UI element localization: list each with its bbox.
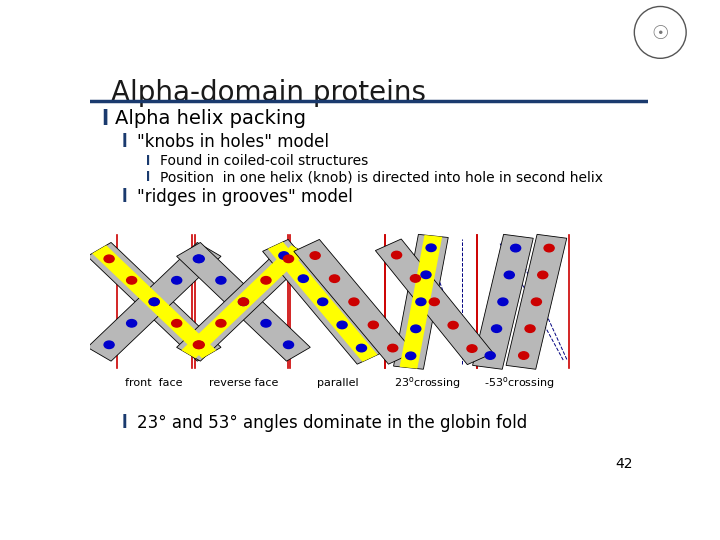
Circle shape xyxy=(538,271,548,279)
Polygon shape xyxy=(92,245,216,359)
Circle shape xyxy=(238,298,248,306)
Circle shape xyxy=(510,244,521,252)
Polygon shape xyxy=(263,239,383,364)
Circle shape xyxy=(369,321,378,329)
Circle shape xyxy=(411,325,420,333)
Text: reverse face: reverse face xyxy=(209,379,278,388)
Text: Position  in one helix (knob) is directed into hole in second helix: Position in one helix (knob) is directed… xyxy=(160,170,603,184)
Text: "knobs in holes" model: "knobs in holes" model xyxy=(138,133,330,151)
Text: l: l xyxy=(122,414,127,432)
Circle shape xyxy=(194,341,204,348)
Polygon shape xyxy=(506,234,567,369)
Circle shape xyxy=(426,244,436,252)
Text: l: l xyxy=(145,155,150,168)
Text: Alpha helix packing: Alpha helix packing xyxy=(115,110,306,129)
Circle shape xyxy=(531,298,541,306)
Circle shape xyxy=(216,276,226,284)
Circle shape xyxy=(127,276,137,284)
Text: l: l xyxy=(145,171,150,184)
Polygon shape xyxy=(294,239,414,364)
Circle shape xyxy=(337,321,347,329)
Text: 42: 42 xyxy=(615,457,632,471)
Circle shape xyxy=(525,325,535,333)
Circle shape xyxy=(392,251,402,259)
Circle shape xyxy=(318,298,328,306)
Circle shape xyxy=(104,341,114,348)
Text: "ridges in grooves" model: "ridges in grooves" model xyxy=(138,187,354,206)
Circle shape xyxy=(310,252,320,259)
Circle shape xyxy=(405,352,415,360)
Circle shape xyxy=(330,275,340,282)
Circle shape xyxy=(149,298,159,306)
Text: 23$^{\mathrm{o}}$crossing: 23$^{\mathrm{o}}$crossing xyxy=(395,375,461,391)
Polygon shape xyxy=(375,239,493,364)
Circle shape xyxy=(194,255,203,262)
Circle shape xyxy=(410,275,420,282)
Circle shape xyxy=(467,345,477,352)
Polygon shape xyxy=(87,242,221,361)
Text: l: l xyxy=(101,109,108,129)
Circle shape xyxy=(349,298,359,306)
Circle shape xyxy=(104,255,114,262)
Text: l: l xyxy=(122,133,127,151)
Text: 23° and 53° angles dominate in the globin fold: 23° and 53° angles dominate in the globi… xyxy=(138,414,528,432)
Circle shape xyxy=(216,320,226,327)
Circle shape xyxy=(387,345,397,352)
Text: l: l xyxy=(122,187,127,206)
Polygon shape xyxy=(176,242,310,361)
Text: -53$^{\mathrm{o}}$crossing: -53$^{\mathrm{o}}$crossing xyxy=(485,375,555,391)
Polygon shape xyxy=(400,235,442,369)
Circle shape xyxy=(261,320,271,327)
Circle shape xyxy=(485,352,495,359)
Circle shape xyxy=(421,271,431,279)
Circle shape xyxy=(429,298,439,306)
Circle shape xyxy=(279,252,289,259)
Circle shape xyxy=(171,320,181,327)
Circle shape xyxy=(149,298,159,306)
Circle shape xyxy=(284,341,294,348)
Polygon shape xyxy=(394,234,449,369)
Text: Alpha-domain proteins: Alpha-domain proteins xyxy=(111,79,426,107)
Circle shape xyxy=(448,321,458,329)
Circle shape xyxy=(544,244,554,252)
Text: ☉: ☉ xyxy=(652,24,669,43)
Polygon shape xyxy=(87,242,221,361)
Circle shape xyxy=(356,345,366,352)
Polygon shape xyxy=(176,242,310,361)
Circle shape xyxy=(171,276,181,284)
Text: Found in coiled-coil structures: Found in coiled-coil structures xyxy=(160,154,368,168)
Polygon shape xyxy=(472,234,534,369)
Circle shape xyxy=(416,298,426,306)
Circle shape xyxy=(284,255,294,262)
Circle shape xyxy=(261,276,271,284)
Circle shape xyxy=(238,298,248,306)
Text: front  face: front face xyxy=(125,379,183,388)
Circle shape xyxy=(194,255,204,262)
Circle shape xyxy=(298,275,308,282)
Circle shape xyxy=(194,341,203,348)
Text: parallel: parallel xyxy=(318,379,359,388)
Circle shape xyxy=(492,325,502,333)
Circle shape xyxy=(498,298,508,306)
Circle shape xyxy=(504,271,514,279)
Circle shape xyxy=(127,320,137,327)
Polygon shape xyxy=(268,242,377,362)
Polygon shape xyxy=(181,245,305,359)
Circle shape xyxy=(518,352,528,359)
